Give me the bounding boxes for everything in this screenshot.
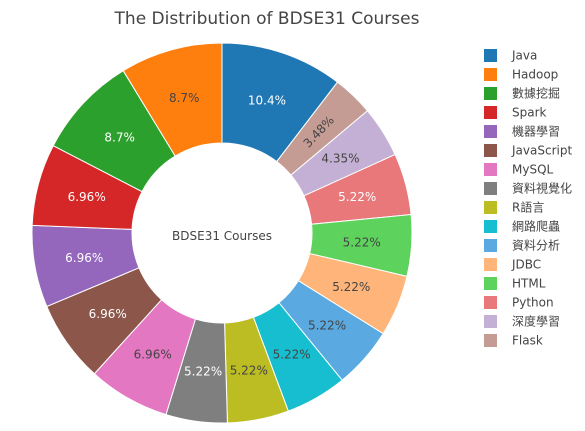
legend-item[interactable]: 深度學習 — [484, 314, 560, 329]
legend-item[interactable]: R語言 — [484, 200, 544, 215]
legend-swatch — [484, 68, 497, 81]
slice-label: 5.22% — [343, 235, 381, 249]
slice-label: 6.96% — [68, 190, 106, 204]
legend-label: 數據挖掘 — [512, 86, 560, 101]
legend-swatch — [484, 125, 497, 138]
legend-swatch — [484, 258, 497, 271]
legend-item[interactable]: HTML — [484, 277, 546, 291]
legend-item[interactable]: 資料分析 — [484, 239, 560, 253]
legend-label: MySQL — [512, 163, 554, 177]
legend-swatch — [484, 220, 497, 233]
legend-swatch — [484, 163, 497, 176]
center-label: BDSE31 Courses — [172, 229, 272, 243]
legend-item[interactable]: 網路爬蟲 — [484, 219, 560, 234]
legend-item[interactable]: MySQL — [484, 163, 554, 177]
legend-label: 資料分析 — [512, 239, 560, 253]
legend-item[interactable]: JavaScript — [484, 144, 572, 158]
legend-swatch — [484, 239, 497, 252]
slice-label: 6.96% — [89, 307, 127, 321]
legend-label: JavaScript — [511, 144, 572, 158]
legend-swatch — [484, 201, 497, 214]
legend-label: 資料視覺化 — [512, 181, 572, 196]
chart-title: The Distribution of BDSE31 Courses — [114, 9, 420, 29]
legend-item[interactable]: 機器學習 — [484, 124, 560, 139]
legend-item[interactable]: 數據挖掘 — [484, 86, 560, 101]
legend-item[interactable]: Spark — [484, 106, 547, 120]
legend-swatch — [484, 315, 497, 328]
slice-label: 4.35% — [321, 151, 359, 165]
slice-label: 5.22% — [332, 280, 370, 294]
legend-item[interactable]: JDBC — [484, 258, 541, 272]
legend-swatch — [484, 296, 497, 309]
legend-swatch — [484, 182, 497, 195]
slice-label: 8.7% — [104, 130, 135, 144]
legend-label: 網路爬蟲 — [512, 219, 560, 234]
slice-hadoop[interactable] — [122, 42, 223, 157]
slices-layer — [31, 42, 413, 424]
slice-label: 5.22% — [308, 319, 346, 333]
slice-label: 5.22% — [184, 365, 222, 379]
legend-item[interactable]: Flask — [484, 334, 543, 348]
legend: Java Hadoop 數據挖掘 Spark 機器學習 JavaScript MySQL 資料… — [484, 49, 572, 348]
legend-label: JDBC — [511, 258, 541, 272]
legend-label: 深度學習 — [512, 314, 560, 329]
slice-label: 6.96% — [65, 251, 103, 265]
slice-label: 5.22% — [273, 347, 311, 361]
legend-swatch — [484, 49, 497, 62]
legend-label: Hadoop — [512, 68, 558, 82]
legend-item[interactable]: Python — [484, 296, 554, 310]
slice-label: 5.22% — [230, 363, 268, 377]
legend-swatch — [484, 144, 497, 157]
legend-swatch — [484, 277, 497, 290]
slice-label: 6.96% — [134, 348, 172, 362]
legend-label: Flask — [512, 334, 543, 348]
legend-item[interactable]: Hadoop — [484, 68, 558, 82]
legend-label: 機器學習 — [512, 124, 560, 139]
slice-label: 8.7% — [169, 91, 200, 105]
legend-item[interactable]: Java — [484, 49, 537, 63]
legend-swatch — [484, 87, 497, 100]
legend-item[interactable]: 資料視覺化 — [484, 181, 572, 196]
legend-swatch — [484, 334, 497, 347]
legend-swatch — [484, 106, 497, 119]
legend-label: HTML — [512, 277, 546, 291]
legend-label: Python — [512, 296, 554, 310]
legend-label: Spark — [512, 106, 547, 120]
legend-label: Java — [511, 49, 537, 63]
slice-label: 10.4% — [248, 93, 286, 107]
legend-label: R語言 — [512, 200, 544, 215]
slice-label: 5.22% — [338, 190, 376, 204]
